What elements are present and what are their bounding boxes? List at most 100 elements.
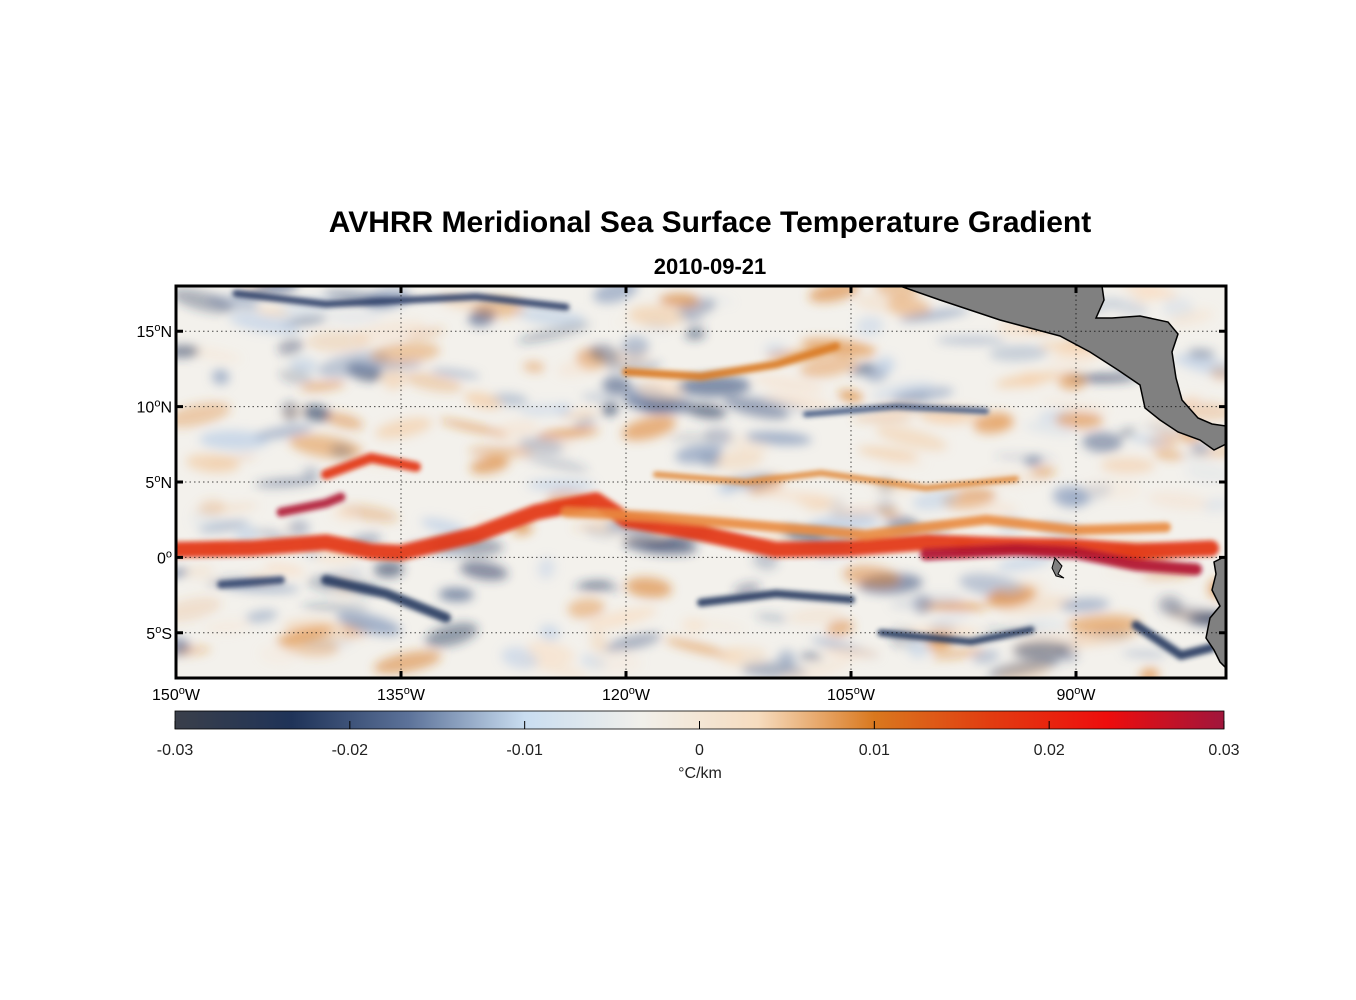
lat-tick-label: 5oS	[146, 624, 172, 643]
field-blob	[373, 650, 442, 674]
field-blob	[723, 396, 790, 420]
field-blob	[763, 393, 837, 410]
field-blob	[1167, 309, 1214, 327]
field-blob	[1118, 428, 1137, 437]
field-blob	[352, 320, 427, 343]
field-blob	[430, 368, 481, 379]
colorbar-tick-label: -0.01	[506, 742, 543, 759]
field-blob	[276, 625, 334, 645]
colorbar-tick-label: 0.01	[859, 742, 890, 759]
field-blob	[212, 369, 230, 385]
field-blob	[993, 453, 1056, 462]
field-blob	[932, 612, 970, 627]
field-blob	[704, 427, 735, 446]
field-blob	[198, 499, 226, 516]
field-blob	[664, 638, 730, 657]
field-blob	[899, 308, 969, 322]
field-blob	[567, 598, 605, 619]
field-blob	[1184, 462, 1226, 483]
field-blob	[628, 305, 683, 328]
field-blob	[300, 380, 346, 392]
field-blob	[263, 563, 305, 576]
field-blob	[753, 375, 825, 394]
field-blob	[1112, 298, 1149, 317]
field-blob	[716, 646, 768, 665]
field-blob	[425, 622, 478, 648]
field-blob	[537, 557, 555, 579]
field-blob	[1083, 479, 1143, 500]
field-blob	[1012, 640, 1071, 660]
field-blob	[842, 565, 901, 588]
field-blob	[590, 631, 607, 653]
field-blob	[679, 316, 705, 323]
field-blob	[640, 394, 675, 414]
colorbar: -0.03 -0.02 -0.01 0 0.01 0.02 0.03 °C/km	[157, 710, 1240, 782]
field-blob	[327, 309, 383, 325]
field-blob	[470, 456, 510, 474]
field-blob	[1158, 595, 1183, 616]
field-blob	[176, 596, 222, 622]
front-band	[321, 575, 451, 623]
field-blob	[689, 619, 747, 632]
field-blob	[511, 439, 578, 452]
field-blob	[764, 489, 830, 503]
field-blob	[875, 499, 896, 515]
field-blob	[584, 527, 618, 537]
field-blob	[329, 443, 354, 459]
field-blob	[838, 390, 864, 402]
field-blob	[176, 288, 234, 314]
field-blob	[306, 330, 372, 353]
field-blob	[852, 415, 913, 422]
field-blob	[560, 409, 598, 419]
field-blob	[1024, 617, 1066, 635]
field-blob	[879, 459, 927, 468]
lon-tick-label: 120oW	[602, 685, 651, 704]
field-blob	[668, 433, 714, 443]
colorbar-tick-label: 0.02	[1034, 742, 1065, 759]
field-blob	[752, 396, 810, 413]
front-band	[653, 470, 1019, 491]
field-blob	[275, 294, 340, 319]
field-blob	[279, 368, 314, 385]
field-blob	[593, 286, 638, 304]
field-blob	[1059, 598, 1110, 612]
field-blob	[1030, 466, 1056, 478]
field-blob	[572, 520, 609, 531]
field-blob	[911, 490, 960, 511]
field-blob	[1139, 667, 1159, 678]
field-blob	[713, 449, 764, 471]
field-blob	[519, 403, 565, 416]
field-blob	[245, 610, 278, 623]
field-blob	[176, 402, 231, 428]
lat-tick-label: 0o	[157, 548, 172, 567]
field-blob	[856, 316, 884, 336]
lat-tick-label: 5oN	[145, 473, 172, 492]
colorbar-tick-label: -0.02	[332, 742, 369, 759]
field-blob	[254, 424, 313, 440]
field-blob	[602, 376, 632, 395]
field-blob	[989, 344, 1049, 362]
colorbar-units: °C/km	[678, 765, 722, 782]
field-blob	[1055, 411, 1104, 429]
field-blob	[874, 286, 921, 298]
field-blob	[997, 554, 1054, 572]
chart-title: AVHRR Meridional Sea Surface Temperature…	[328, 206, 1092, 239]
field-blob	[588, 344, 621, 364]
field-blob	[1133, 286, 1164, 303]
field-blob	[857, 446, 919, 461]
front-band	[622, 342, 840, 381]
field-blob	[256, 307, 289, 317]
front-band	[1131, 620, 1216, 660]
longitude-labels: 150oW 135oW 120oW 105oW 90oW	[152, 685, 1096, 704]
field-blob	[806, 503, 832, 512]
field-blob	[1100, 457, 1155, 474]
lon-tick-label: 105oW	[827, 685, 876, 704]
field-blob	[438, 587, 474, 602]
field-blob	[323, 412, 364, 430]
field-blob	[625, 577, 673, 599]
field-blob	[745, 431, 812, 446]
field-blob	[603, 632, 662, 653]
field-blob	[336, 611, 402, 636]
